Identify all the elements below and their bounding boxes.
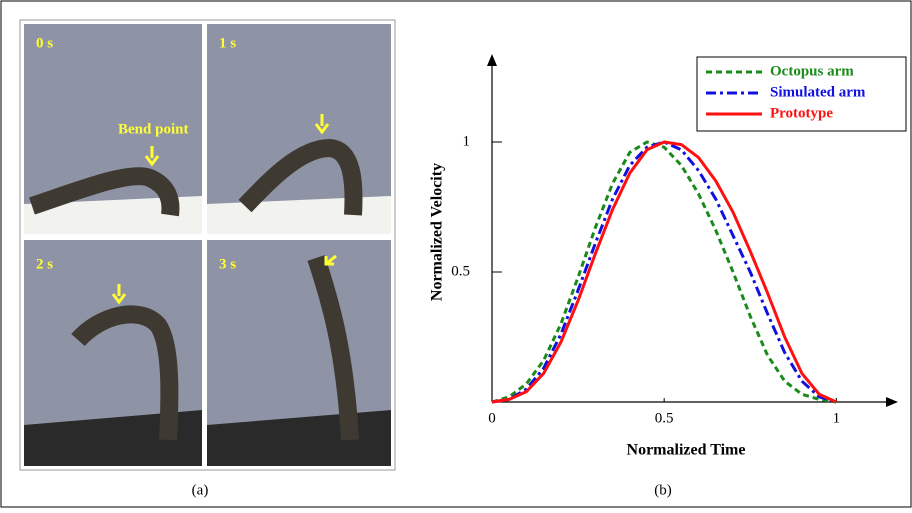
caption: (a)	[192, 482, 209, 498]
photo	[24, 240, 202, 466]
series-line	[491, 140, 837, 404]
series-line	[491, 140, 837, 404]
frame-label: 0 s	[36, 35, 53, 51]
x-tick-label: 0.5	[655, 410, 674, 426]
annotation: Bend point	[118, 121, 188, 137]
y-axis-arrow	[487, 54, 497, 66]
frame-label: 1 s	[219, 35, 236, 51]
x-axis-label: Normalized Time	[627, 442, 746, 459]
y-axis-label: Normalized Velocity	[429, 163, 446, 301]
x-tick-label: 1	[833, 410, 841, 426]
frame-label: 3 s	[219, 256, 236, 272]
photo	[24, 24, 202, 234]
x-axis-arrow	[886, 397, 898, 407]
y-tick-label: 0.5	[451, 263, 470, 279]
y-tick-label: 1	[463, 133, 471, 149]
photo	[207, 240, 391, 466]
legend-label: Simulated arm	[770, 84, 866, 100]
legend-label: Prototype	[770, 105, 833, 121]
x-tick-label: 0	[488, 410, 496, 426]
caption: (b)	[654, 482, 672, 498]
photo	[207, 24, 391, 234]
photo-panel: 0 s 1 s 2 s 3 s Bend point (a)	[19, 19, 396, 498]
series-line	[491, 140, 837, 404]
legend-label: Octopus arm	[770, 63, 854, 79]
frame-label: 2 s	[36, 256, 53, 272]
